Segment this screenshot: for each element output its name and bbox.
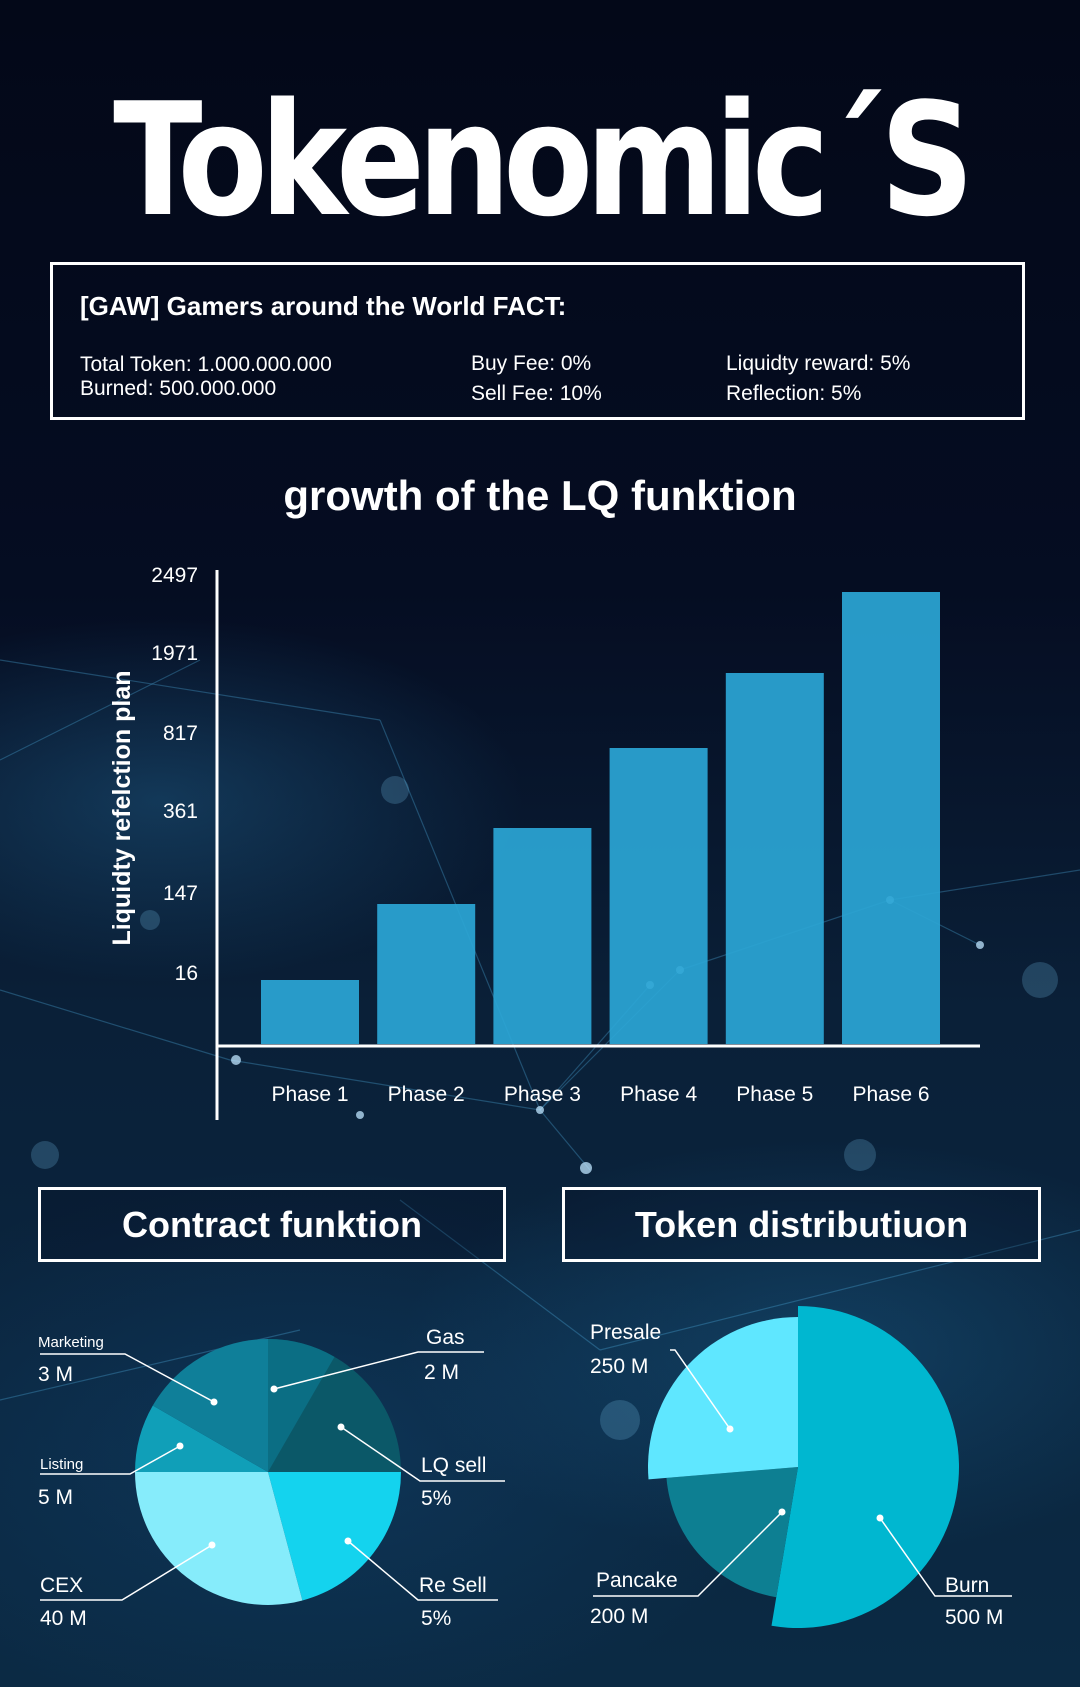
x-tick-phase-3: Phase 3 <box>504 1083 581 1106</box>
contract-callout-cex: CEX 40 M <box>40 1541 216 1630</box>
bar-phase-1 <box>261 980 359 1044</box>
distribution-value-burn: 500 M <box>945 1606 1003 1629</box>
growth-title: growth of the LQ funktion <box>283 472 797 519</box>
pie-slice-listing <box>135 1405 268 1472</box>
contract-label-marketing: Marketing <box>38 1334 104 1351</box>
pie-slice-cex <box>135 1472 303 1605</box>
contract-label-lq-sell: LQ sell <box>421 1454 486 1477</box>
contract-label-listing: Listing <box>40 1456 83 1473</box>
contract-value-gas: 2 M <box>424 1361 459 1384</box>
distribution-label-pancake: Pancake <box>596 1569 678 1592</box>
contract-value-cex: 40 M <box>40 1607 87 1630</box>
contract-label-gas: Gas <box>426 1326 465 1349</box>
bar-phase-4 <box>609 748 708 1044</box>
burned-text: Burned: 500.000.000 <box>80 377 277 400</box>
contract-label-re-sell: Re Sell <box>419 1574 487 1597</box>
distribution-callout-presale: Presale 250 M <box>590 1321 734 1433</box>
contract-callout-lq-sell: LQ sell 5% <box>337 1423 505 1510</box>
x-tick-phase-2: Phase 2 <box>388 1083 465 1106</box>
contract-callout-re-sell: Re Sell 5% <box>344 1537 498 1630</box>
contract-function-box: Contract funktion <box>38 1187 506 1262</box>
y-tick-361: 361 <box>163 800 198 823</box>
bar-group <box>261 592 940 1044</box>
total-token-text: Total Token: 1.000.000.000 <box>80 353 332 376</box>
pie-charts: Marketing 3 M Gas 2 M LQ sell 5% Re Sell 5% CEX 4… <box>38 1306 1012 1630</box>
contract-value-marketing: 3 M <box>38 1363 73 1386</box>
bar-phase-2 <box>377 904 476 1044</box>
x-tick-labels: Phase 1 Phase 2 Phase 3 Phase 4 Phase 5 Phase… <box>271 1083 929 1106</box>
pie-slice-pancake <box>666 1467 798 1598</box>
page-title: Tokenomic´S <box>113 69 974 251</box>
liquidity-reward-text: Liquidty reward: 5% <box>726 352 911 375</box>
x-tick-phase-1: Phase 1 <box>271 1083 348 1106</box>
sell-fee-text: Sell Fee: 10% <box>471 382 602 405</box>
facts-heading: [GAW] Gamers around the World FACT: <box>80 291 567 321</box>
x-tick-phase-5: Phase 5 <box>736 1083 813 1106</box>
bar-phase-3 <box>493 828 592 1044</box>
x-tick-phase-6: Phase 6 <box>852 1083 929 1106</box>
y-tick-1971: 1971 <box>151 642 198 665</box>
y-tick-16: 16 <box>175 962 198 985</box>
distribution-callout-burn: Burn 500 M <box>876 1514 1012 1629</box>
distribution-callout-pancake: Pancake 200 M <box>590 1508 786 1628</box>
contract-value-listing: 5 M <box>38 1486 73 1509</box>
distribution-label-presale: Presale <box>590 1321 661 1344</box>
token-distribution-box: Token distributiuon <box>562 1187 1041 1262</box>
distribution-value-pancake: 200 M <box>590 1605 648 1628</box>
facts-supply-column: Total Token: 1.000.000.000 Burned: 500.0… <box>80 353 332 401</box>
buy-fee-text: Buy Fee: 0% <box>471 352 592 375</box>
bar-phase-6 <box>842 592 940 1044</box>
facts-box: [GAW] Gamers around the World FACT: Tota… <box>50 262 1025 420</box>
facts-fee-column: Buy Fee: 0% Sell Fee: 10% <box>471 349 602 409</box>
y-axis-label: Liquidty refelction plan <box>108 670 136 945</box>
x-tick-phase-4: Phase 4 <box>620 1083 697 1106</box>
pie-slice-presale <box>648 1317 798 1480</box>
distribution-pie: Presale 250 M Pancake 200 M Burn 500 M <box>590 1306 1012 1629</box>
contract-value-re-sell: 5% <box>421 1607 451 1630</box>
y-tick-labels: 16 147 361 817 1971 2497 <box>151 564 198 985</box>
contract-label-cex: CEX <box>40 1574 83 1597</box>
pie-slice-re-sell <box>268 1472 401 1601</box>
distribution-value-presale: 250 M <box>590 1355 648 1378</box>
contract-callout-marketing: Marketing 3 M <box>38 1334 218 1406</box>
distribution-label-burn: Burn <box>945 1574 989 1597</box>
y-tick-147: 147 <box>163 882 198 905</box>
pie-slice-marketing <box>152 1339 268 1472</box>
contract-pie: Marketing 3 M Gas 2 M LQ sell 5% Re Sell 5% CEX 4… <box>38 1326 505 1630</box>
y-tick-817: 817 <box>163 722 198 745</box>
contract-callout-gas: Gas 2 M <box>270 1326 484 1393</box>
pie-slice-burn <box>771 1306 959 1628</box>
contract-callout-listing: Listing 5 M <box>38 1442 184 1509</box>
y-tick-2497: 2497 <box>151 564 198 587</box>
facts-reward-column: Liquidty reward: 5% Reflection: 5% <box>726 349 910 409</box>
bar-phase-5 <box>725 673 824 1044</box>
reflection-text: Reflection: 5% <box>726 382 862 405</box>
contract-value-lq-sell: 5% <box>421 1487 451 1510</box>
pie-slice-gas <box>268 1339 335 1472</box>
